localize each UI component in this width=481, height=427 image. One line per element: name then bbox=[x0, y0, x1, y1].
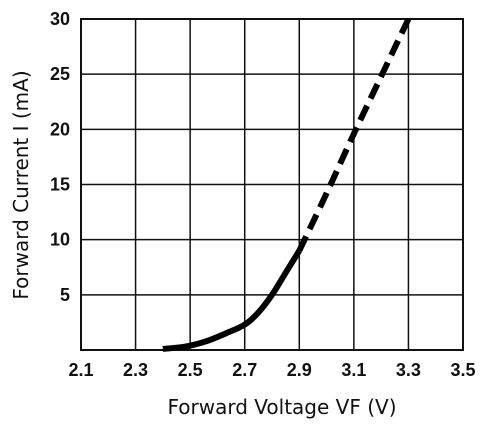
x-tick-label: 3.3 bbox=[396, 360, 421, 380]
y-tick-label: 15 bbox=[50, 175, 70, 195]
y-tick-label: 5 bbox=[60, 285, 70, 305]
y-tick-label: 20 bbox=[50, 119, 70, 139]
y-tick-label: 10 bbox=[50, 230, 70, 250]
series-layer bbox=[162, 17, 412, 352]
dashed-series-line bbox=[296, 17, 412, 252]
y-axis-label: Forward Current I (mA) bbox=[9, 70, 33, 299]
y-tick-label: 25 bbox=[50, 64, 70, 84]
x-tick-label: 2.5 bbox=[178, 360, 203, 380]
grid-lines bbox=[81, 19, 463, 350]
y-tick-label: 30 bbox=[50, 9, 70, 29]
tick-labels: 2.1 2.3 2.5 2.7 2.9 3.1 3.3 3.5 30 25 20 15 10 5 bbox=[50, 9, 476, 380]
x-tick-label: 2.1 bbox=[68, 360, 93, 380]
solid-series-line bbox=[162, 249, 302, 352]
x-tick-label: 3.1 bbox=[341, 360, 366, 380]
x-axis-label: Forward Voltage VF (V) bbox=[168, 395, 397, 419]
x-tick-label: 2.9 bbox=[287, 360, 312, 380]
x-tick-label: 3.5 bbox=[450, 360, 475, 380]
x-tick-label: 2.7 bbox=[232, 360, 257, 380]
x-tick-label: 2.3 bbox=[123, 360, 148, 380]
plot-frame bbox=[80, 18, 464, 351]
